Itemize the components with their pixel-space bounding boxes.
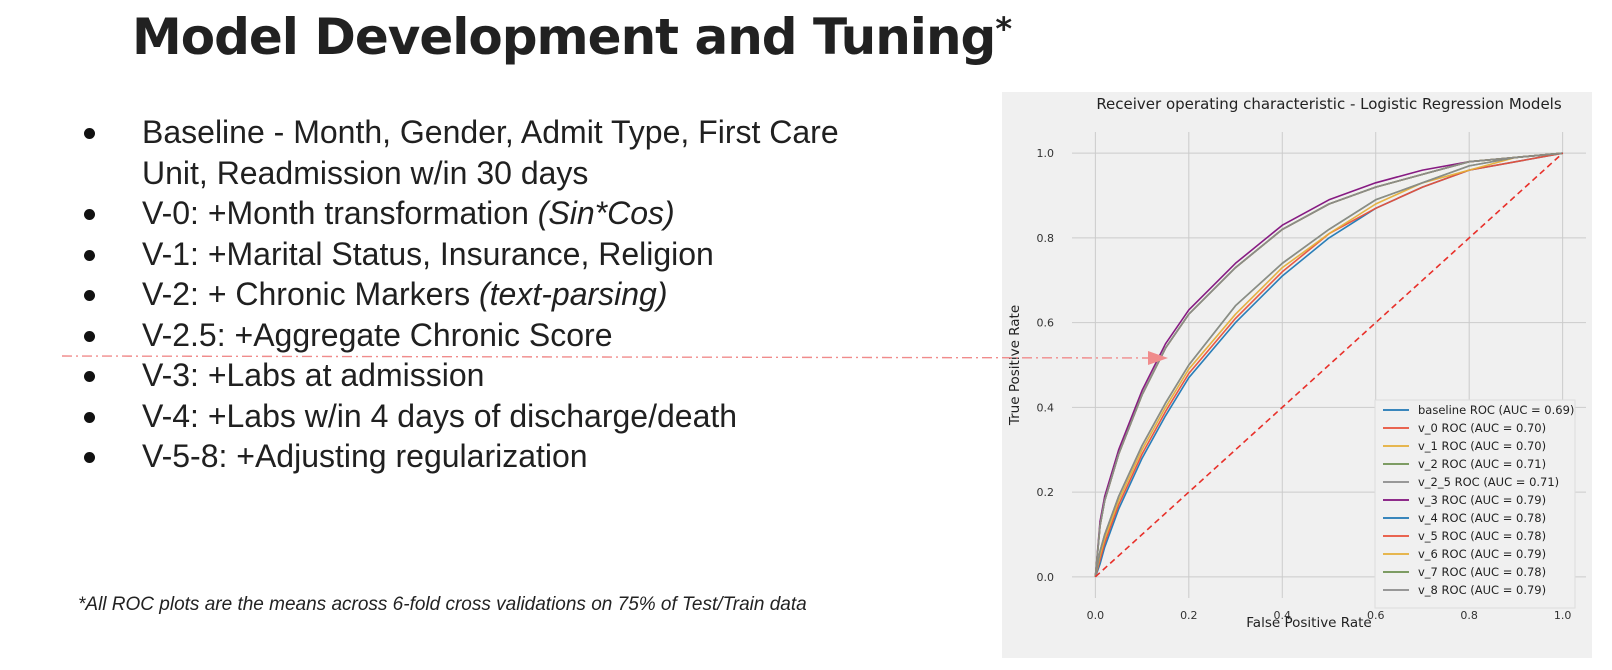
legend-label: baseline ROC (AUC = 0.69) [1418,403,1574,417]
roc-chart: Receiver operating characteristic - Logi… [1007,95,1586,631]
bullet-item-v4: V-4: +Labs w/in 4 days of discharge/deat… [72,396,952,437]
roc-chart-panel: Receiver operating characteristic - Logi… [1002,92,1592,658]
x-tick-label: 0.6 [1367,609,1385,622]
roc-series-line [1094,152,1563,577]
bullet-item-v1: V-1: +Marital Status, Insurance, Religio… [72,234,952,275]
legend-label: v_3 ROC (AUC = 0.79) [1418,493,1546,507]
legend-label: v_8 ROC (AUC = 0.79) [1418,583,1546,597]
roc-series-line [1094,152,1563,577]
y-tick-label: 0.2 [1037,486,1055,499]
legend-label: v_4 ROC (AUC = 0.78) [1418,511,1546,525]
slide-title: Model Development and Tuning* [132,8,1012,66]
x-tick-label: 1.0 [1554,609,1572,622]
legend-label: v_2_5 ROC (AUC = 0.71) [1418,475,1559,489]
y-tick-label: 0.0 [1037,571,1055,584]
x-tick-label: 0.8 [1460,609,1478,622]
legend-label: v_6 ROC (AUC = 0.79) [1418,547,1546,561]
x-tick-label: 0.2 [1180,609,1198,622]
legend-box [1374,399,1576,609]
bullet-item-v0: V-0: +Month transformation (Sin*Cos) [72,193,952,234]
bullet-list: Baseline - Month, Gender, Admit Type, Fi… [72,112,952,477]
bullet-item-v5-8: V-5-8: +Adjusting regularization [72,436,952,477]
title-footnote-mark: * [995,10,1012,48]
footnote: *All ROC plots are the means across 6-fo… [78,594,807,615]
bullet-item-baseline: Baseline - Month, Gender, Admit Type, Fi… [72,112,952,193]
roc-series-line [1094,152,1563,577]
y-tick-label: 1.0 [1037,147,1055,160]
legend-label: v_2 ROC (AUC = 0.71) [1418,457,1546,471]
bullet-item-v2-5: V-2.5: +Aggregate Chronic Score [72,315,952,356]
bullet-item-v3: V-3: +Labs at admission [72,355,952,396]
x-tick-label: 0.4 [1274,609,1292,622]
roc-series-line [1094,152,1563,577]
y-tick-label: 0.8 [1037,232,1055,245]
y-axis-label: True Positive Rate [1007,305,1023,426]
legend-label: v_1 ROC (AUC = 0.70) [1418,439,1546,453]
bullet-item-v2: V-2: + Chronic Markers (text-parsing) [72,274,952,315]
legend-label: v_5 ROC (AUC = 0.78) [1418,529,1546,543]
roc-series-line [1094,152,1563,578]
chance-reference-line [1094,152,1564,578]
y-tick-label: 0.4 [1037,401,1055,414]
x-tick-label: 0.0 [1087,609,1105,622]
y-tick-label: 0.6 [1037,317,1055,330]
legend-label: v_0 ROC (AUC = 0.70) [1418,421,1546,435]
chart-title: Receiver operating characteristic - Logi… [1096,95,1562,113]
legend-label: v_7 ROC (AUC = 0.78) [1418,565,1546,579]
x-axis-label: False Positive Rate [1246,615,1371,631]
